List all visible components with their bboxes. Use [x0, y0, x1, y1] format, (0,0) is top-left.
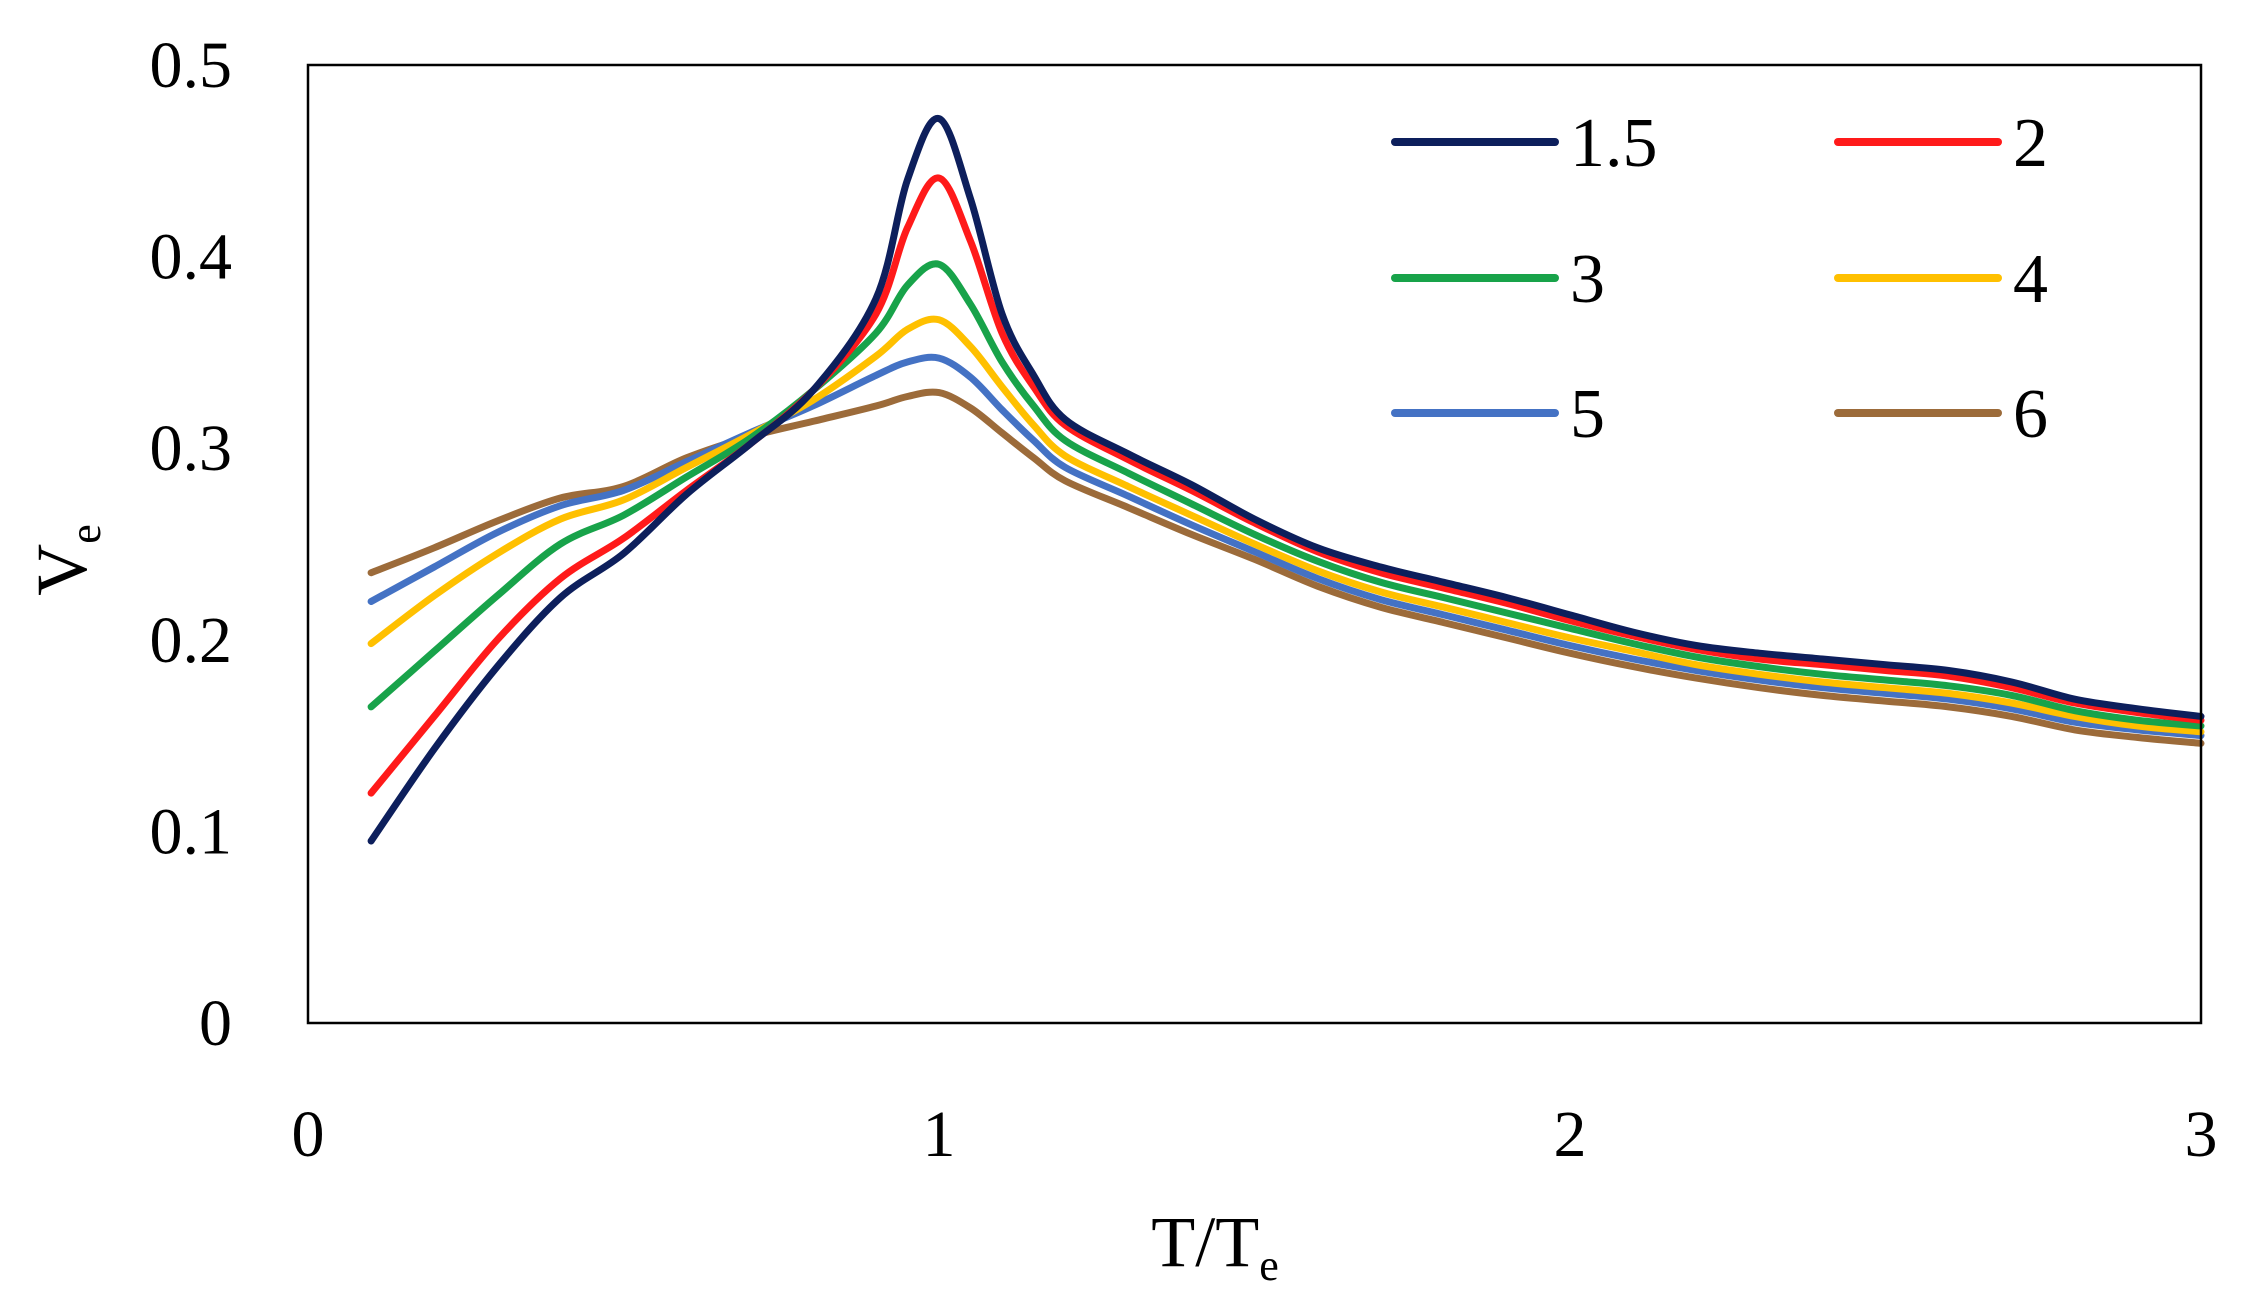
x-tick-label: 0 — [292, 1098, 325, 1171]
x-tick-label: 2 — [1554, 1098, 1587, 1171]
legend-label-1.5: 1.5 — [1570, 105, 1658, 182]
x-axis-ticks: 0 1 2 3 — [292, 1098, 2218, 1171]
legend-label-2: 2 — [2013, 105, 2048, 182]
x-axis-label: T/Te — [1151, 1202, 1279, 1290]
legend-label-4: 4 — [2013, 241, 2048, 318]
legend: 1.5 2 3 4 5 6 — [1391, 105, 2048, 453]
series-line-4 — [367, 315, 2205, 736]
y-axis-label: Ve — [22, 524, 110, 596]
plot-area-frame — [306, 63, 2203, 1025]
series-layer — [367, 115, 2205, 845]
y-tick-label: 0.1 — [150, 795, 233, 868]
series-line-1.5 — [367, 115, 2205, 845]
y-tick-label: 0.2 — [150, 604, 233, 677]
legend-label-3: 3 — [1570, 241, 1605, 318]
legend-label-6: 6 — [2013, 376, 2048, 453]
x-axis-label-subscript: e — [1259, 1241, 1279, 1290]
y-tick-label: 0.3 — [150, 412, 233, 485]
y-axis-label-subscript: e — [61, 524, 110, 544]
y-tick-label: 0.4 — [150, 221, 233, 294]
x-tick-label: 1 — [923, 1098, 956, 1171]
y-axis-label-main: V — [22, 544, 102, 596]
x-axis-label-main: T/T — [1151, 1202, 1259, 1282]
y-axis-ticks: 0 0.1 0.2 0.3 0.4 0.5 — [150, 29, 233, 1060]
x-tick-label: 3 — [2185, 1098, 2218, 1171]
legend-label-5: 5 — [1570, 376, 1605, 453]
series-line-5 — [367, 353, 2205, 740]
y-tick-label: 0 — [199, 987, 232, 1060]
y-tick-label: 0.5 — [150, 29, 233, 102]
series-line-3 — [367, 260, 2205, 730]
